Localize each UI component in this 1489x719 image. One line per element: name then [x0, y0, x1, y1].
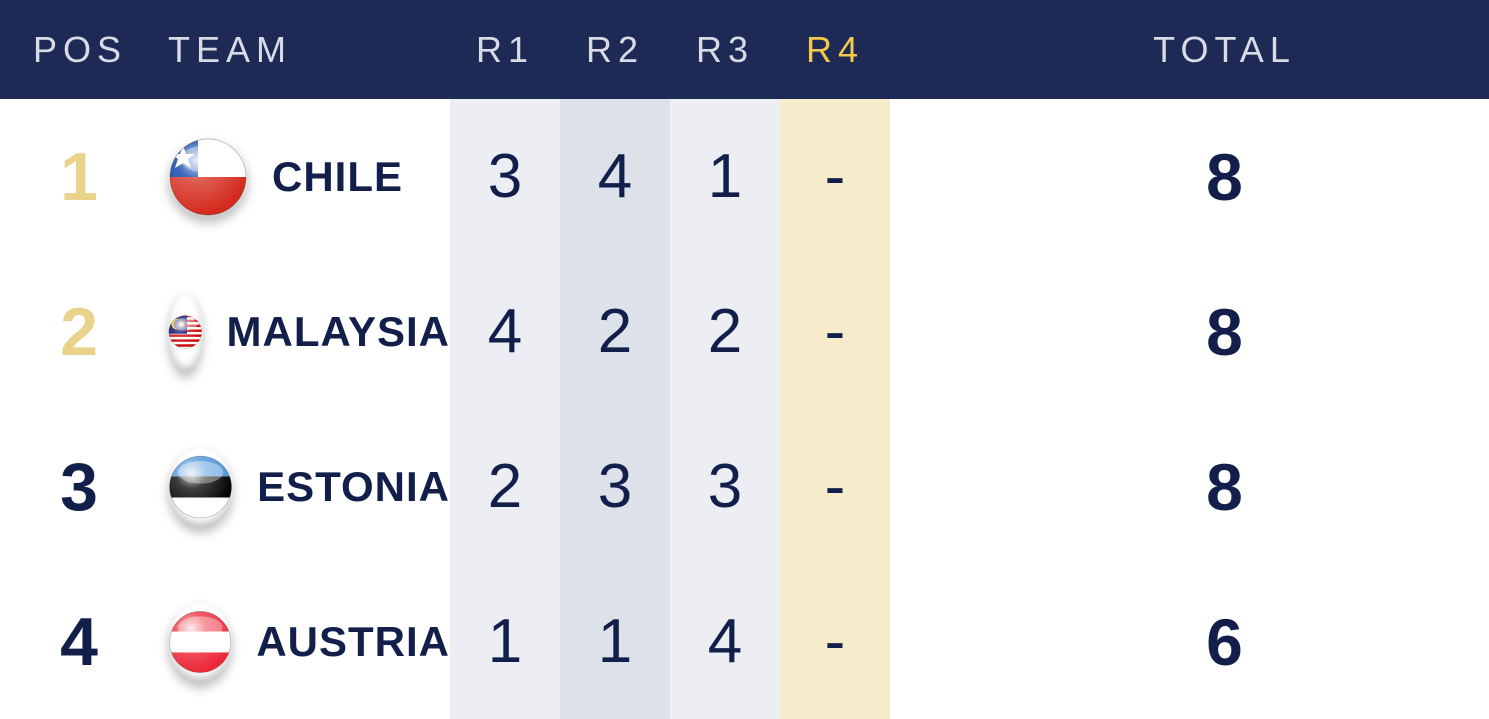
round-1-value: 4	[450, 254, 560, 409]
round-3-value: 2	[670, 254, 780, 409]
round-2-value: 3	[560, 409, 670, 564]
col-header-total: TOTAL	[890, 29, 1489, 71]
round-4-value: -	[780, 99, 890, 254]
round-4-value: -	[780, 564, 890, 719]
col-header-pos: POS	[0, 29, 160, 71]
round-4-value: -	[780, 254, 890, 409]
round-3-value: 1	[670, 99, 780, 254]
team-cell: 9,0 3.8997116487272945,0.890083735825257…	[160, 292, 450, 372]
col-header-r2: R2	[560, 29, 670, 71]
round-1-value: 3	[450, 99, 560, 254]
table-header-row: POS TEAM R1 R2 R3 R4 TOTAL	[0, 0, 1489, 99]
round-4-value: -	[780, 409, 890, 564]
malaysia-flag-icon: 9,0 3.8997116487272945,0.890083735825257…	[168, 292, 203, 372]
round-2-value: 4	[560, 99, 670, 254]
col-header-r4: R4	[780, 29, 890, 71]
team-name: AUSTRIA	[256, 618, 450, 666]
col-header-r3: R3	[670, 29, 780, 71]
chile-flag-icon	[168, 137, 248, 217]
round-3-value: 4	[670, 564, 780, 719]
team-name: ESTONIA	[257, 463, 450, 511]
estonia-flag-icon	[168, 447, 233, 527]
round-2-value: 1	[560, 564, 670, 719]
standings-table: POS TEAM R1 R2 R3 R4 TOTAL 1	[0, 0, 1489, 719]
team-cell: ESTONIA	[160, 447, 450, 527]
round-3-value: 3	[670, 409, 780, 564]
team-cell: CHILE	[160, 137, 450, 217]
team-name: CHILE	[272, 153, 403, 201]
table-row: 3 ESTONIA 2 3 3 - 8	[0, 409, 1489, 564]
total-value: 8	[890, 139, 1489, 215]
table-row: 2 9,0 3.8997116487272945,0.8900837358252…	[0, 254, 1489, 409]
table-body: 1 CHILE 3 4 1 - 8 2	[0, 99, 1489, 719]
col-header-team: TEAM	[160, 29, 450, 71]
round-2-value: 2	[560, 254, 670, 409]
round-1-value: 1	[450, 564, 560, 719]
team-name: MALAYSIA	[227, 308, 450, 356]
position-value: 3	[0, 448, 160, 526]
table-row: 1 CHILE 3 4 1 - 8	[0, 99, 1489, 254]
total-value: 8	[890, 294, 1489, 370]
team-cell: AUSTRIA	[160, 602, 450, 682]
austria-flag-icon	[168, 602, 232, 682]
total-value: 6	[890, 604, 1489, 680]
table-row: 4 AUSTRIA 1 1 4 - 6	[0, 564, 1489, 719]
position-value: 2	[0, 293, 160, 371]
position-value: 4	[0, 603, 160, 681]
total-value: 8	[890, 449, 1489, 525]
round-1-value: 2	[450, 409, 560, 564]
position-value: 1	[0, 138, 160, 216]
col-header-r1: R1	[450, 29, 560, 71]
